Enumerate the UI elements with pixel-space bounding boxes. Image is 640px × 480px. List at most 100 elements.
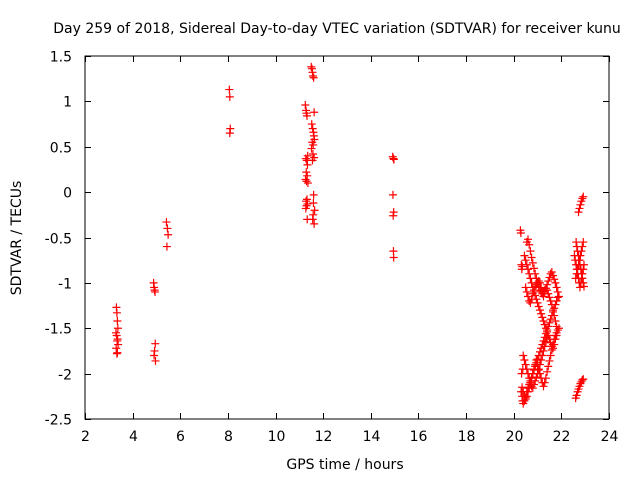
- data-point: [579, 375, 588, 384]
- data-point: [539, 292, 548, 301]
- data-point: [540, 287, 549, 296]
- data-point: [113, 316, 122, 325]
- data-point: [544, 277, 553, 286]
- data-point: [225, 85, 234, 94]
- y-tick-label: -1.5: [45, 322, 72, 338]
- data-point: [225, 92, 234, 101]
- data-point: [537, 309, 546, 318]
- data-point: [539, 382, 548, 391]
- data-point: [545, 293, 554, 302]
- data-point: [516, 228, 525, 237]
- data-point: [535, 369, 544, 378]
- data-point: [543, 367, 552, 376]
- plot-frame: [84, 55, 610, 420]
- data-point: [535, 278, 544, 287]
- x-tick-label: 2: [81, 429, 90, 445]
- data-point: [522, 260, 531, 269]
- data-point: [308, 215, 317, 224]
- data-point: [573, 265, 582, 274]
- y-tick-label: -2.5: [45, 413, 72, 429]
- data-point: [549, 340, 558, 349]
- data-point: [579, 238, 588, 247]
- x-tick-label: 22: [553, 429, 571, 445]
- data-point: [540, 320, 549, 329]
- x-tick-label: 8: [224, 429, 233, 445]
- data-point: [526, 378, 535, 387]
- data-point: [546, 297, 555, 306]
- data-point: [553, 326, 562, 335]
- data-point: [575, 283, 584, 292]
- data-point: [525, 240, 534, 249]
- data-point: [302, 168, 311, 177]
- data-point: [537, 283, 546, 292]
- data-point: [526, 247, 535, 256]
- data-point: [525, 383, 534, 392]
- data-point: [520, 356, 529, 365]
- data-point: [576, 200, 585, 209]
- data-point: [529, 264, 538, 273]
- data-point: [309, 140, 318, 149]
- data-point: [579, 278, 588, 287]
- data-point: [544, 289, 553, 298]
- data-point: [532, 356, 541, 365]
- data-point: [309, 73, 318, 82]
- data-point: [301, 154, 310, 163]
- chart-title: Day 259 of 2018, Sidereal Day-to-day VTE…: [53, 21, 621, 37]
- data-point: [533, 360, 542, 369]
- data-point: [543, 333, 552, 342]
- data-point: [519, 351, 528, 360]
- data-point: [550, 275, 559, 284]
- data-point: [112, 344, 121, 353]
- data-point: [388, 190, 397, 199]
- data-point: [539, 316, 548, 325]
- y-tick-label: -0.5: [45, 232, 72, 248]
- data-point: [546, 351, 555, 360]
- x-tick-label: 20: [506, 429, 524, 445]
- data-point: [578, 194, 587, 203]
- y-axis-title: SDTVAR / TECUs: [9, 181, 25, 296]
- data-point: [531, 269, 540, 278]
- data-point: [521, 256, 530, 265]
- data-point: [541, 374, 550, 383]
- data-point: [532, 373, 541, 382]
- y-axis-ticks: [85, 56, 609, 420]
- data-point: [538, 351, 547, 360]
- x-tick-label: 24: [601, 429, 619, 445]
- data-point: [539, 346, 548, 355]
- data-point: [547, 346, 556, 355]
- data-point: [528, 384, 537, 393]
- data-point: [572, 238, 581, 247]
- data-point: [522, 365, 531, 374]
- data-point: [554, 324, 563, 333]
- data-point: [151, 339, 160, 348]
- data-point: [550, 335, 559, 344]
- data-point: [308, 71, 317, 80]
- data-point: [579, 282, 588, 291]
- x-axis-title: GPS time / hours: [286, 457, 403, 473]
- data-point: [151, 287, 160, 296]
- data-point: [534, 302, 543, 311]
- data-point: [578, 242, 587, 251]
- data-point: [544, 331, 553, 340]
- data-point: [552, 283, 561, 292]
- data-point: [520, 251, 529, 260]
- data-point: [529, 380, 538, 389]
- data-point: [310, 108, 319, 117]
- data-point: [522, 392, 531, 401]
- data-point: [544, 362, 553, 371]
- x-tick-label: 16: [410, 429, 428, 445]
- data-point: [309, 190, 318, 199]
- data-point: [571, 274, 580, 283]
- data-point: [302, 111, 311, 120]
- data-point: [112, 349, 121, 358]
- data-point: [521, 360, 530, 369]
- data-point: [540, 378, 549, 387]
- data-point: [301, 101, 310, 110]
- data-point: [307, 144, 316, 153]
- data-point: [301, 204, 310, 213]
- data-point: [308, 156, 317, 165]
- data-point: [527, 253, 536, 262]
- data-point: [545, 273, 554, 282]
- data-point: [541, 284, 550, 293]
